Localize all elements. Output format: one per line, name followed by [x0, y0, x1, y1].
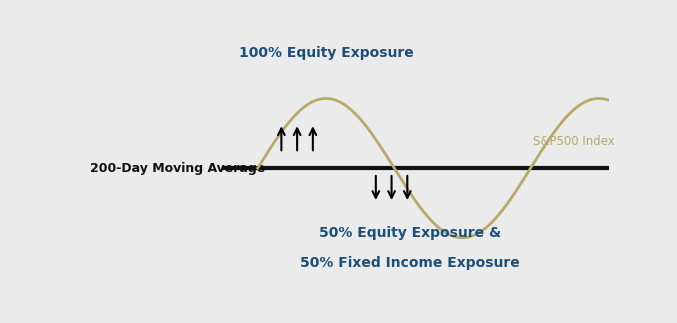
Text: 50% Fixed Income Exposure: 50% Fixed Income Exposure — [300, 255, 520, 270]
Text: 50% Equity Exposure &: 50% Equity Exposure & — [319, 226, 501, 240]
Text: 100% Equity Exposure: 100% Equity Exposure — [238, 46, 414, 60]
Text: S&P500 Index: S&P500 Index — [533, 135, 615, 149]
Text: 200-Day Moving Average —: 200-Day Moving Average — — [90, 162, 282, 175]
